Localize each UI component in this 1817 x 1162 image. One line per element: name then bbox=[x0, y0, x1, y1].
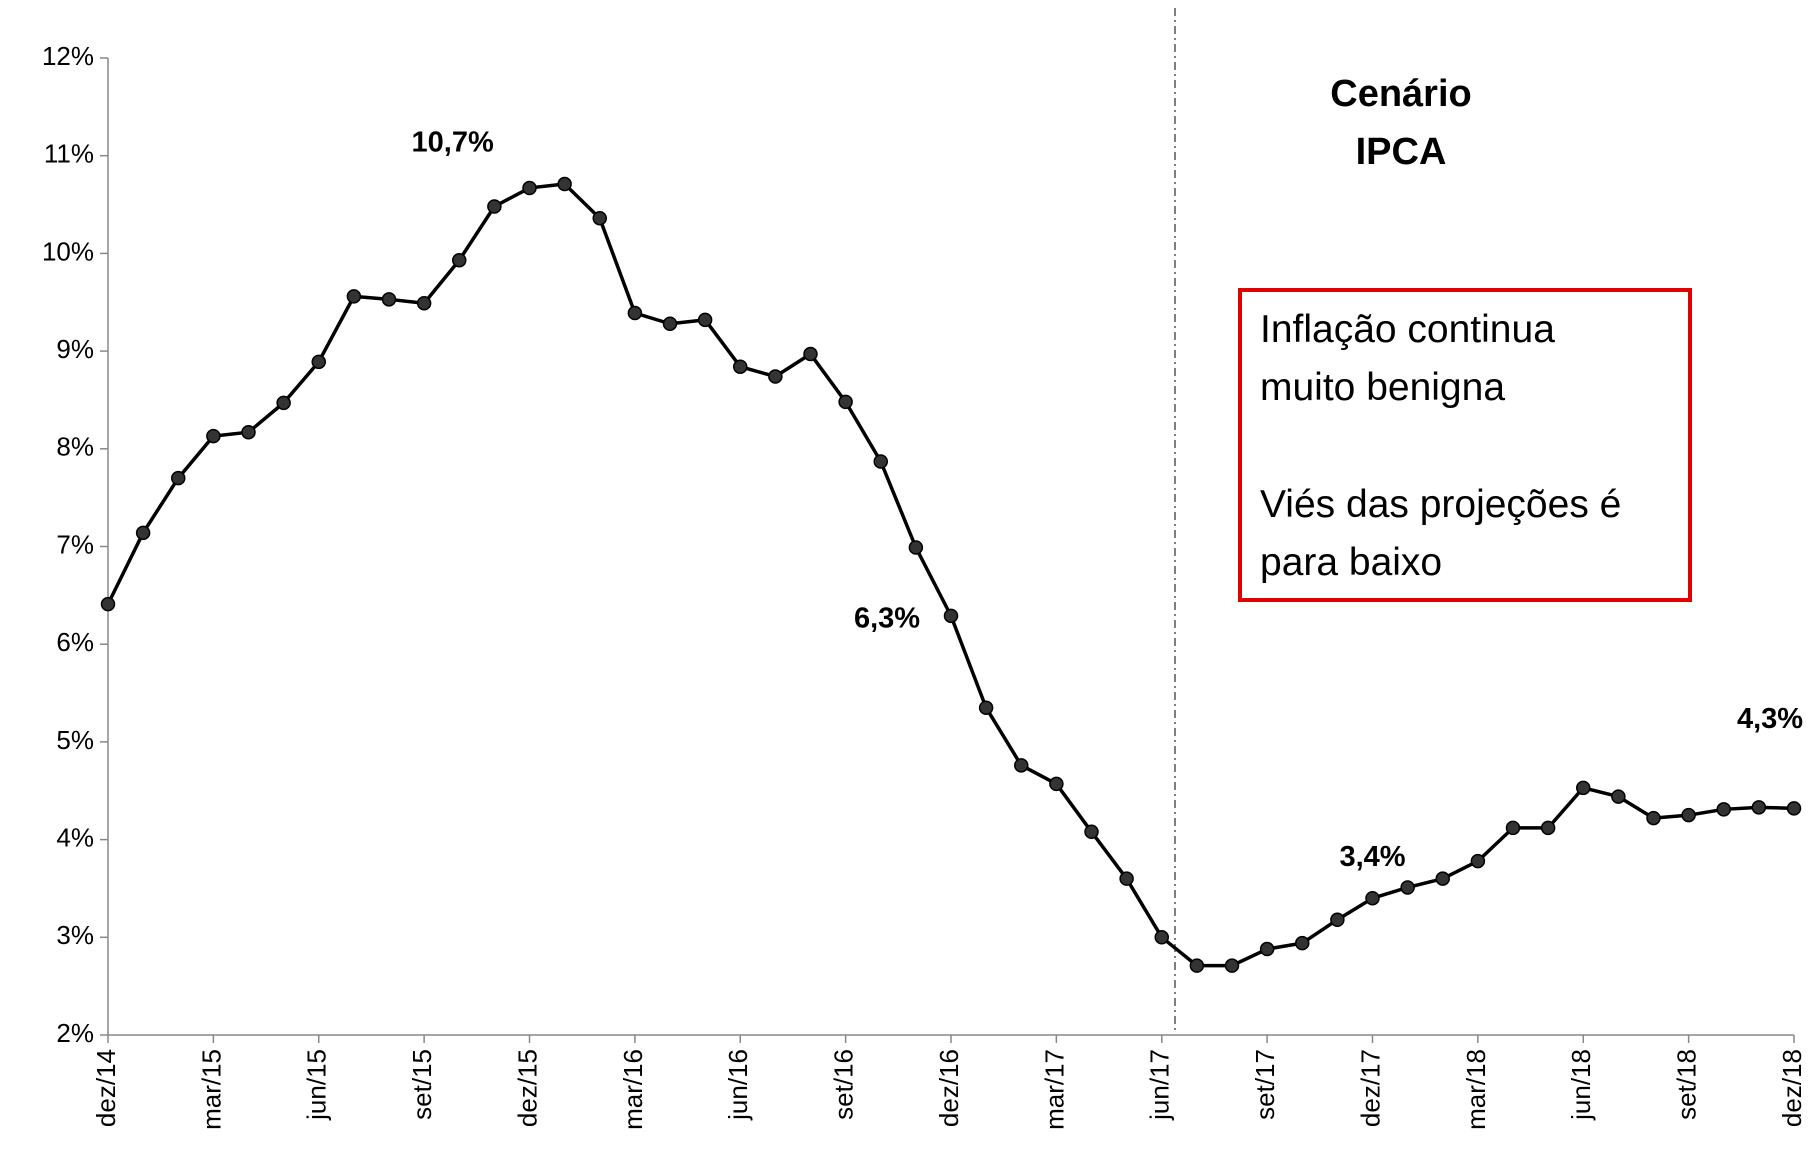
annotation-text: muito benigna bbox=[1260, 366, 1505, 409]
point bbox=[1646, 810, 1661, 826]
y-tick-label: 2% bbox=[56, 1018, 94, 1048]
point bbox=[1786, 801, 1802, 816]
annotation-box bbox=[1238, 288, 1692, 602]
point bbox=[733, 359, 748, 374]
point bbox=[557, 176, 572, 192]
point bbox=[697, 312, 713, 328]
point bbox=[1014, 758, 1029, 773]
point bbox=[1611, 789, 1626, 804]
x-tick-label: set/18 bbox=[1672, 1049, 1702, 1120]
data-label: 10,7% bbox=[412, 127, 494, 159]
point bbox=[1154, 930, 1169, 945]
x-tick-label: dez/14 bbox=[91, 1049, 121, 1127]
x-tick-label: set/16 bbox=[829, 1049, 859, 1120]
point bbox=[135, 525, 151, 541]
point bbox=[1435, 871, 1450, 886]
point bbox=[241, 424, 256, 440]
x-tick-label: jun/18 bbox=[1566, 1049, 1596, 1121]
point bbox=[1330, 912, 1345, 927]
chart-title: IPCA bbox=[1356, 131, 1447, 173]
point bbox=[452, 252, 467, 268]
point bbox=[1751, 800, 1767, 815]
y-tick-label: 3% bbox=[56, 920, 94, 950]
point bbox=[978, 700, 994, 715]
point bbox=[1224, 958, 1240, 973]
point bbox=[1505, 820, 1521, 836]
point bbox=[522, 180, 537, 196]
x-tick-label: dez/16 bbox=[934, 1049, 964, 1127]
x-tick-label: mar/15 bbox=[196, 1049, 226, 1130]
point bbox=[1119, 871, 1134, 886]
y-tick-label: 8% bbox=[56, 432, 94, 462]
point bbox=[1049, 776, 1064, 792]
point bbox=[1716, 802, 1731, 817]
y-tick-label: 7% bbox=[56, 529, 94, 559]
point bbox=[346, 289, 362, 304]
point bbox=[873, 454, 888, 469]
point bbox=[627, 305, 643, 321]
point bbox=[100, 596, 116, 612]
point bbox=[1576, 780, 1591, 796]
point bbox=[662, 316, 678, 331]
point bbox=[1084, 824, 1099, 840]
point bbox=[1189, 958, 1205, 973]
point bbox=[1681, 807, 1696, 823]
data-label: 4,3% bbox=[1737, 703, 1803, 735]
x-tick-label: dez/18 bbox=[1777, 1049, 1807, 1127]
x-tick-label: mar/16 bbox=[618, 1049, 648, 1130]
y-tick-label: 12% bbox=[42, 41, 94, 71]
point bbox=[943, 608, 959, 624]
point bbox=[1259, 941, 1275, 957]
data-label: 6,3% bbox=[854, 603, 920, 635]
point bbox=[1295, 935, 1310, 951]
point bbox=[416, 295, 432, 311]
y-tick-label: 4% bbox=[56, 822, 94, 852]
point bbox=[592, 210, 607, 226]
x-tick-label: jun/15 bbox=[302, 1049, 332, 1121]
point bbox=[381, 292, 397, 307]
x-tick-label: set/15 bbox=[407, 1049, 437, 1120]
x-tick-label: mar/17 bbox=[1039, 1049, 1069, 1130]
y-tick-label: 10% bbox=[42, 236, 94, 266]
point bbox=[838, 394, 853, 410]
data-label: 3,4% bbox=[1339, 841, 1405, 873]
y-tick-label: 5% bbox=[56, 725, 94, 755]
x-tick-label: mar/18 bbox=[1461, 1049, 1491, 1130]
x-tick-label: set/17 bbox=[1250, 1049, 1280, 1120]
annotation-text: para baixo bbox=[1260, 541, 1442, 584]
point bbox=[487, 199, 502, 214]
x-tick-label: jun/16 bbox=[723, 1049, 753, 1121]
point bbox=[171, 470, 186, 486]
annotation-text: Viés das projeções é bbox=[1260, 483, 1621, 526]
point bbox=[311, 354, 326, 370]
point bbox=[768, 369, 783, 384]
y-tick-label: 11% bbox=[44, 139, 94, 169]
point bbox=[206, 428, 221, 444]
point bbox=[1540, 820, 1556, 836]
x-tick-label: dez/17 bbox=[1355, 1049, 1385, 1127]
line bbox=[106, 182, 1795, 968]
y-tick-label: 6% bbox=[56, 627, 94, 657]
point bbox=[908, 540, 924, 555]
x-tick-label: jun/17 bbox=[1145, 1049, 1175, 1121]
annotation-text: Inflação continua bbox=[1260, 308, 1555, 351]
x-tick-label: dez/15 bbox=[512, 1049, 542, 1127]
point bbox=[1365, 890, 1380, 906]
point bbox=[276, 395, 291, 411]
point bbox=[1470, 853, 1486, 869]
chart-title: Cenário bbox=[1330, 73, 1471, 115]
y-tick-label: 9% bbox=[56, 334, 94, 364]
point bbox=[1400, 880, 1415, 895]
point bbox=[803, 346, 818, 362]
